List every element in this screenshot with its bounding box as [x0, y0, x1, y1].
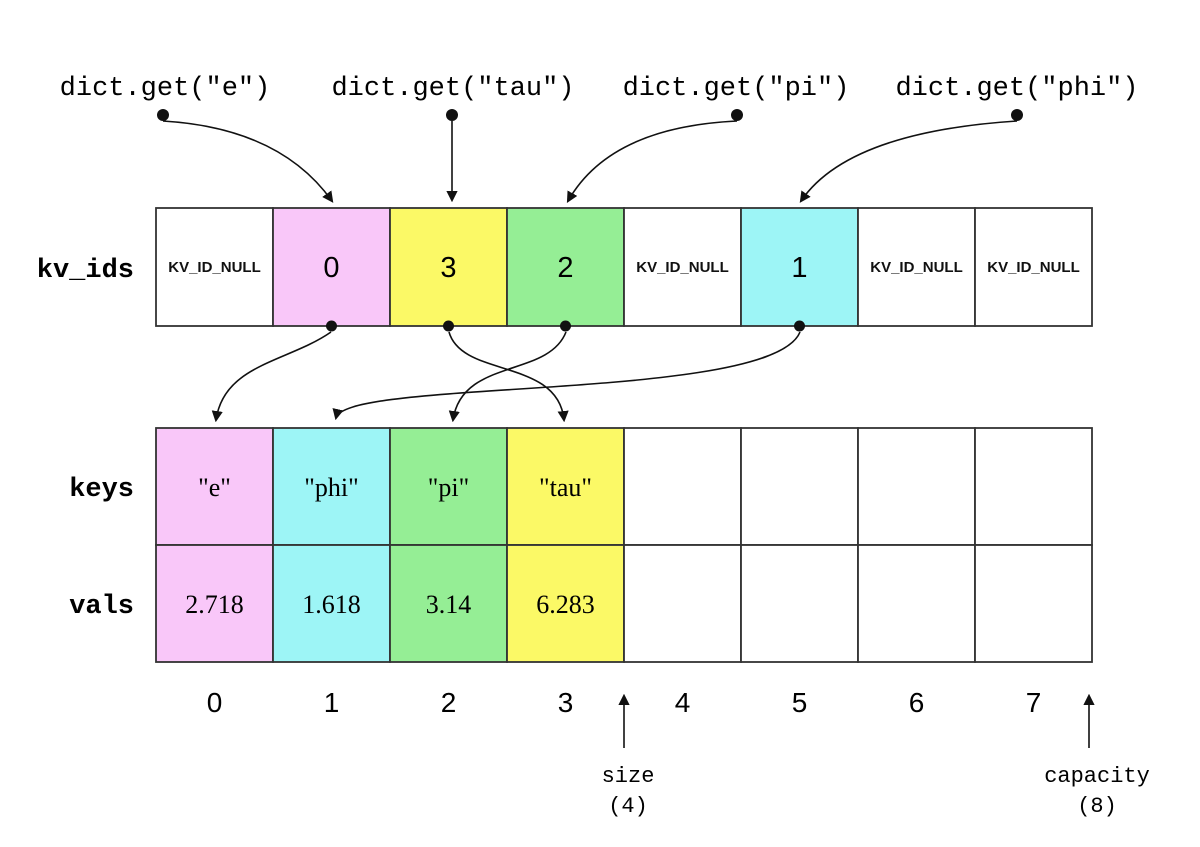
arrow-kvid0-to-key0: [211, 331, 332, 423]
row-label-kv-ids: kv_ids: [37, 256, 134, 286]
vals-cell-0: [155, 544, 274, 663]
kv-ids-value-5: 1: [791, 252, 807, 284]
dot-kvid-3: [443, 320, 454, 332]
call-label-get-pi: dict.get("pi"): [623, 74, 850, 104]
vals-cell-1: [272, 544, 391, 663]
keys-value-2: "pi": [428, 473, 469, 502]
arrow-kvid1-to-key1: [332, 331, 801, 421]
kv-ids-value-6: KV_ID_NULL: [870, 259, 963, 276]
keys-cell-7: [974, 427, 1093, 546]
row-label-keys: keys: [69, 475, 134, 505]
dot-kvid-0: [326, 320, 337, 332]
kv-ids-value-1: 0: [323, 252, 339, 284]
dot-kvid-2: [560, 320, 571, 332]
vals-cell-6: [857, 544, 976, 663]
row-label-vals: vals: [69, 592, 134, 622]
keys-cell-4: [623, 427, 742, 546]
vals-cell-4: [623, 544, 742, 663]
dot-get-pi: [731, 109, 743, 121]
kv-ids-cell-1: [272, 207, 391, 327]
keys-cell-6: [857, 427, 976, 546]
kv-ids-value-3: 2: [557, 252, 573, 284]
kv-ids-value-2: 3: [440, 252, 456, 284]
index-label-1: 1: [324, 687, 340, 718]
index-label-2: 2: [441, 687, 457, 718]
call-label-get-e: dict.get("e"): [60, 74, 271, 104]
index-label-6: 6: [909, 687, 925, 718]
keys-cell-1: [272, 427, 391, 546]
vals-cell-5: [740, 544, 859, 663]
index-label-0: 0: [207, 687, 223, 718]
arrow-get-pi-to-kvid: [566, 120, 738, 203]
keys-cell-2: [389, 427, 508, 546]
vals-value-2: 3.14: [426, 590, 472, 619]
arrow-get-e-to-kvid: [162, 120, 334, 203]
arrow-kvid3-to-key3: [448, 331, 569, 423]
keys-cell-5: [740, 427, 859, 546]
dot-get-tau: [446, 109, 458, 121]
vals-cell-3: [506, 544, 625, 663]
size-label: size: [602, 764, 655, 789]
dot-get-phi: [1011, 109, 1023, 121]
dot-kvid-1: [794, 320, 805, 332]
dot-get-e: [157, 109, 169, 121]
arrow-kvid2-to-key2: [448, 331, 567, 423]
call-label-get-tau: dict.get("tau"): [331, 74, 574, 104]
index-label-4: 4: [675, 687, 691, 718]
index-label-7: 7: [1026, 687, 1042, 718]
vals-cell-7: [974, 544, 1093, 663]
keys-value-0: "e": [198, 473, 231, 502]
vals-cell-2: [389, 544, 508, 663]
vals-value-3: 6.283: [536, 590, 595, 619]
keys-value-1: "phi": [304, 473, 358, 502]
capacity-label: capacity: [1044, 764, 1150, 789]
kv-ids-value-0: KV_ID_NULL: [168, 259, 261, 276]
size-value: (4): [608, 794, 648, 819]
keys-value-3: "tau": [539, 473, 592, 502]
kv-ids-cell-5: [740, 207, 859, 327]
vals-value-0: 2.718: [185, 590, 244, 619]
capacity-value: (8): [1077, 794, 1117, 819]
index-label-5: 5: [792, 687, 808, 718]
kv-ids-value-4: KV_ID_NULL: [636, 259, 729, 276]
index-label-3: 3: [558, 687, 574, 718]
keys-cell-0: [155, 427, 274, 546]
arrow-get-phi-to-kvid: [799, 120, 1018, 203]
vals-value-1: 1.618: [302, 590, 361, 619]
call-label-get-phi: dict.get("phi"): [895, 74, 1138, 104]
kv-ids-cell-7: [974, 207, 1093, 327]
kv-ids-value-7: KV_ID_NULL: [987, 259, 1080, 276]
keys-cell-3: [506, 427, 625, 546]
